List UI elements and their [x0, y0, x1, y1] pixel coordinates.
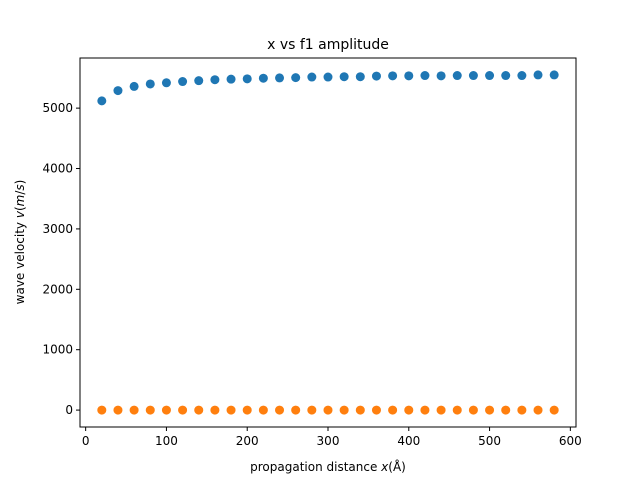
data-point-series-2 — [371, 405, 381, 415]
data-point-series-2 — [145, 405, 155, 415]
x-tick-label: 100 — [155, 434, 178, 448]
data-point-series-1 — [452, 71, 462, 81]
data-point-series-1 — [129, 81, 139, 91]
data-point-series-1 — [404, 71, 414, 81]
data-point-series-1 — [420, 71, 430, 81]
data-point-series-1 — [323, 72, 333, 82]
data-point-series-2 — [291, 405, 301, 415]
data-point-series-1 — [113, 86, 123, 96]
data-point-series-1 — [501, 71, 511, 81]
data-point-series-2 — [307, 405, 317, 415]
data-point-series-1 — [226, 74, 236, 84]
data-point-series-2 — [436, 405, 446, 415]
x-tick-label: 500 — [478, 434, 501, 448]
data-point-series-1 — [339, 72, 349, 82]
data-point-series-2 — [161, 405, 171, 415]
data-point-series-1 — [436, 71, 446, 81]
data-point-series-2 — [210, 405, 220, 415]
data-point-series-1 — [468, 71, 478, 81]
data-point-series-2 — [242, 405, 252, 415]
data-point-series-2 — [501, 405, 511, 415]
y-axis-label: wave velocity v(m/s) — [13, 180, 27, 305]
data-point-series-1 — [355, 72, 365, 82]
x-tick-label: 600 — [559, 434, 582, 448]
data-point-series-1 — [275, 73, 285, 83]
data-point-series-1 — [242, 74, 252, 84]
data-point-series-1 — [210, 75, 220, 85]
data-point-series-1 — [178, 77, 188, 87]
data-point-series-1 — [549, 70, 559, 80]
data-point-series-2 — [485, 405, 495, 415]
y-tick-label: 0 — [65, 403, 73, 417]
data-point-series-2 — [468, 405, 478, 415]
plot-area: 0 100 200 300 400 500 600 0 1000 2000 3000 4000 5000 — [42, 57, 582, 448]
data-point-series-1 — [371, 71, 381, 81]
data-point-series-2 — [129, 405, 139, 415]
data-point-series-2 — [388, 405, 398, 415]
data-point-series-1 — [388, 71, 398, 81]
data-point-series-2 — [339, 405, 349, 415]
data-point-series-2 — [355, 405, 365, 415]
data-point-series-2 — [194, 405, 204, 415]
data-point-series-2 — [226, 405, 236, 415]
data-point-series-1 — [307, 72, 317, 82]
y-tick-label: 5000 — [42, 101, 73, 115]
data-point-series-1 — [145, 79, 155, 89]
x-tick-label: 300 — [317, 434, 340, 448]
data-point-series-2 — [97, 405, 107, 415]
data-point-series-1 — [258, 73, 268, 83]
x-tick-label: 400 — [397, 434, 420, 448]
data-point-series-1 — [533, 70, 543, 80]
data-point-series-2 — [533, 405, 543, 415]
data-point-series-2 — [420, 405, 430, 415]
y-tick-label: 4000 — [42, 162, 73, 176]
data-point-series-1 — [194, 76, 204, 86]
data-point-series-2 — [404, 405, 414, 415]
chart-title: x vs f1 amplitude — [267, 37, 389, 53]
data-point-series-1 — [517, 71, 527, 81]
y-tick-label: 1000 — [42, 343, 73, 357]
y-tick-label: 3000 — [42, 222, 73, 236]
data-point-series-1 — [161, 78, 171, 88]
data-point-series-2 — [178, 405, 188, 415]
data-point-series-2 — [517, 405, 527, 415]
data-point-series-2 — [452, 405, 462, 415]
x-tick-label: 200 — [236, 434, 259, 448]
data-point-series-2 — [323, 405, 333, 415]
x-axis-label: propagation distance x(Å) — [250, 459, 406, 474]
data-point-series-2 — [549, 405, 559, 415]
data-point-series-1 — [485, 71, 495, 81]
x-tick-label: 0 — [82, 434, 90, 448]
data-point-series-2 — [258, 405, 268, 415]
data-point-series-2 — [113, 405, 123, 415]
data-point-series-1 — [291, 73, 301, 83]
y-tick-label: 2000 — [42, 282, 73, 296]
data-point-series-1 — [97, 96, 107, 106]
data-point-series-2 — [275, 405, 285, 415]
